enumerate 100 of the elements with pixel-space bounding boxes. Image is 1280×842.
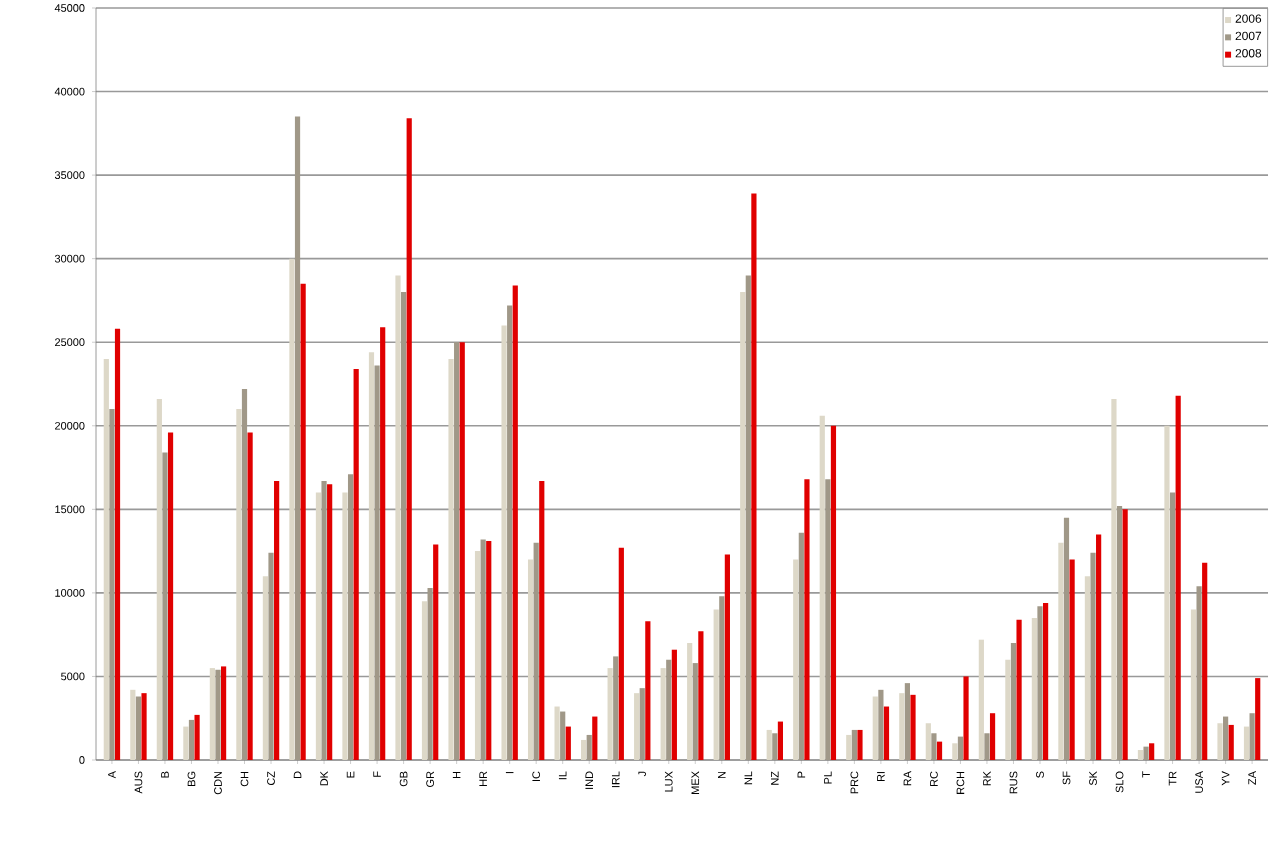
bar xyxy=(527,559,534,760)
bar xyxy=(1196,586,1202,760)
bar xyxy=(368,352,375,760)
bar xyxy=(1042,602,1049,760)
bar xyxy=(925,723,931,760)
bar xyxy=(777,721,784,760)
bar xyxy=(910,694,916,760)
bar xyxy=(347,474,354,760)
bar xyxy=(401,292,407,760)
bar xyxy=(565,726,571,760)
bar xyxy=(793,559,799,760)
bar xyxy=(353,368,359,760)
bar xyxy=(448,358,454,760)
bar xyxy=(480,539,486,760)
bar xyxy=(984,733,990,760)
bar xyxy=(1005,659,1011,760)
bar xyxy=(872,696,878,760)
bar xyxy=(194,714,200,760)
bar xyxy=(936,741,943,760)
bar xyxy=(247,432,253,760)
bar xyxy=(262,576,269,760)
bar xyxy=(507,305,513,760)
bar xyxy=(1217,723,1223,760)
bar xyxy=(114,328,121,760)
bar xyxy=(878,689,884,760)
bar xyxy=(1037,606,1043,760)
bar xyxy=(607,668,613,760)
bar xyxy=(666,659,672,760)
bar xyxy=(1111,399,1117,760)
bar xyxy=(798,532,804,760)
bar xyxy=(618,547,624,760)
bar xyxy=(560,711,566,760)
bar xyxy=(395,275,401,760)
bar xyxy=(188,719,195,760)
bar xyxy=(454,342,460,760)
bar xyxy=(268,552,274,760)
bar xyxy=(459,342,465,760)
bar xyxy=(315,492,322,760)
bar xyxy=(1010,643,1017,760)
bar xyxy=(766,729,772,760)
bar xyxy=(692,663,698,760)
bar xyxy=(167,432,174,760)
bar xyxy=(1058,542,1064,760)
bar xyxy=(846,734,852,760)
bar xyxy=(533,542,539,760)
bar xyxy=(241,389,248,760)
bar xyxy=(130,689,136,760)
bar xyxy=(421,601,428,760)
bar xyxy=(1202,562,1208,760)
bar xyxy=(851,729,857,760)
bar xyxy=(740,292,746,760)
bar xyxy=(687,643,693,760)
bar xyxy=(751,193,757,760)
bar xyxy=(141,693,147,760)
bar xyxy=(294,116,301,760)
bar xyxy=(804,479,810,760)
bar xyxy=(474,551,481,760)
bar xyxy=(989,713,996,760)
bar xyxy=(209,668,215,760)
bar xyxy=(1190,609,1197,760)
bar xyxy=(825,479,831,760)
bar xyxy=(634,693,640,760)
bar xyxy=(220,666,227,760)
bar xyxy=(713,609,719,760)
bar xyxy=(427,587,433,760)
bar xyxy=(321,480,327,760)
bar xyxy=(660,668,666,760)
bar xyxy=(952,743,958,760)
bar xyxy=(327,484,333,760)
bar xyxy=(899,693,905,760)
bar xyxy=(671,649,677,760)
bar xyxy=(645,621,651,760)
bar xyxy=(586,734,592,760)
bar xyxy=(1169,492,1176,760)
bar xyxy=(719,596,725,760)
bar xyxy=(109,409,115,760)
bar xyxy=(1137,749,1144,760)
bar xyxy=(613,656,619,760)
bar xyxy=(883,706,890,760)
bar xyxy=(1063,517,1070,760)
bar xyxy=(103,358,109,760)
bar xyxy=(581,739,587,760)
bar xyxy=(1164,425,1170,760)
bar xyxy=(1175,395,1181,760)
bar xyxy=(772,733,778,760)
bar xyxy=(380,327,386,760)
bar xyxy=(904,683,911,760)
bar xyxy=(236,409,242,760)
bar xyxy=(1090,552,1096,760)
bar xyxy=(274,480,280,760)
bar xyxy=(501,325,507,760)
bar xyxy=(819,415,825,760)
bar xyxy=(135,696,142,760)
bar xyxy=(300,283,306,760)
bar xyxy=(1249,713,1255,760)
bar xyxy=(592,716,598,760)
bar xyxy=(963,676,969,760)
bar xyxy=(931,733,937,760)
bar xyxy=(857,729,863,760)
bar xyxy=(639,688,645,760)
